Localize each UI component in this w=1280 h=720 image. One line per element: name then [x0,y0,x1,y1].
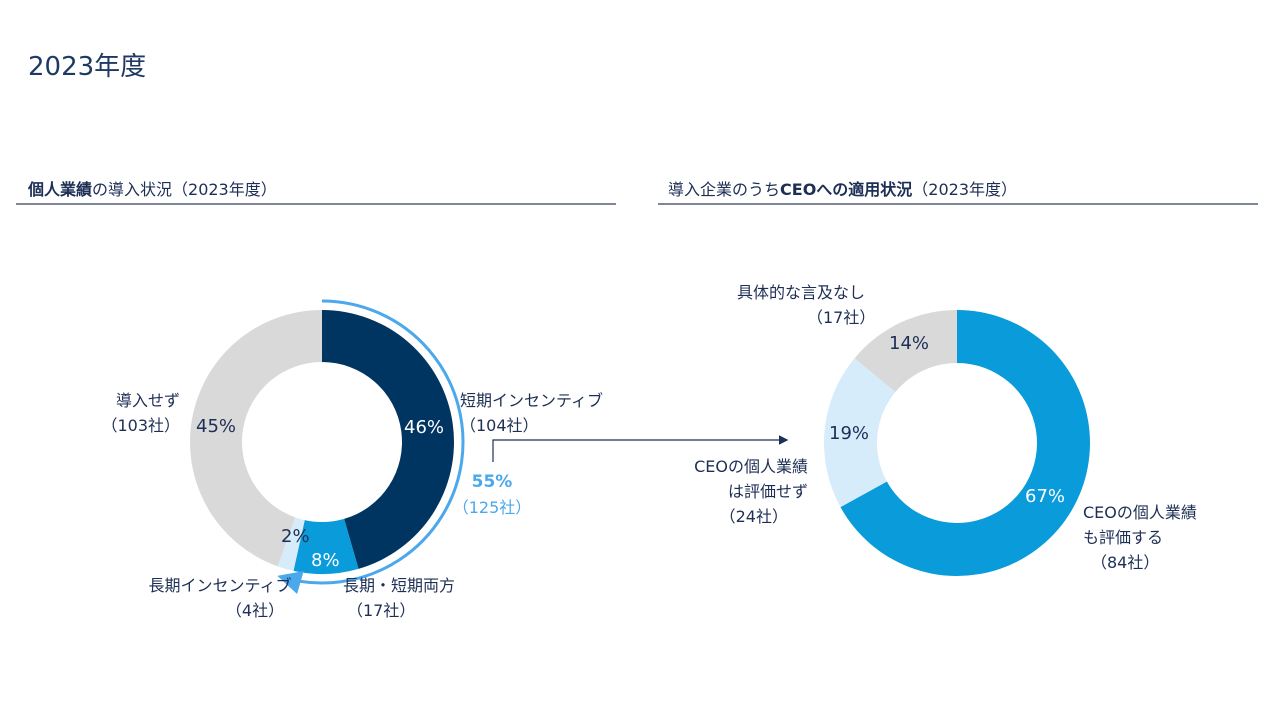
label-count: （17社） [807,308,876,327]
label-count: （17社） [347,601,416,620]
label-both: 長期・短期両方 （17社） [343,573,455,623]
implemented-bracket-arc [277,299,465,595]
label-text: 長期・短期両方 [343,576,456,595]
donut-slice-0 [840,310,1091,577]
left-chart-title: 個人業績の導入状況（2023年度） [28,176,277,200]
label-text: CEOの個人業績 [694,457,808,476]
label-text-2: も評価する [1083,528,1164,547]
label-text: 短期インセンティブ [460,391,604,410]
left-title-rest: の導入状況（2023年度） [92,180,277,199]
pct-both: 8% [311,550,340,571]
bracket-label: 55% （125社） [452,470,532,520]
left-title-divider [16,203,616,205]
label-count: （4社） [225,601,285,620]
right-chart-title: 導入企業のうちCEOへの適用状況（2023年度） [668,176,1017,200]
pct-short-term: 46% [404,417,445,438]
label-count: （24社） [719,507,788,526]
right-title-divider [658,203,1258,205]
pct-evaluated: 67% [1025,486,1066,507]
label-text: 長期インセンティブ [148,576,292,595]
right-title-bold: CEOへの適用状況 [780,180,913,199]
pct-not-implemented: 45% [196,416,237,437]
label-no-mention: 具体的な言及なし （17社） [737,280,875,330]
label-not-implemented: 導入せず （103社） [90,388,180,438]
left-donut [190,310,454,574]
right-title-tail: （2023年度） [912,180,1018,199]
page-title: 2023年度 [28,52,147,82]
donut-slice-2 [277,517,305,571]
label-count: （103社） [101,416,180,435]
right-donut [824,310,1091,577]
label-count: （84社） [1091,553,1160,572]
label-not-evaluated: CEOの個人業績は評価せず （24社） [660,454,808,529]
donut-slice-1 [293,518,359,574]
label-evaluated: CEOの個人業績 も評価する （84社） [1083,500,1197,575]
label-short-term: 短期インセンティブ （104社） [460,388,603,438]
donut-slice-1 [824,358,896,508]
left-title-bold: 個人業績 [28,180,93,199]
donut-slice-0 [322,310,454,569]
connector-arrow [492,435,789,462]
label-count: （104社） [460,416,539,435]
label-text: 導入せず [115,391,180,410]
donut-slice-2 [854,310,957,393]
right-title-rest: 導入企業のうち [668,180,781,199]
label-text: 具体的な言及なし [737,283,866,302]
label-text: CEOの個人業績 [1083,503,1197,522]
pct-not-evaluated: 19% [829,423,870,444]
label-text-2: は評価せず [727,482,808,501]
bracket-count: （125社） [452,498,532,517]
pct-no-mention: 14% [889,333,930,354]
label-long-term: 長期インセンティブ （4社） [140,573,300,623]
pct-long-term: 2% [281,526,310,547]
donut-slice-3 [190,310,322,567]
bracket-pct: 55% [471,472,513,492]
